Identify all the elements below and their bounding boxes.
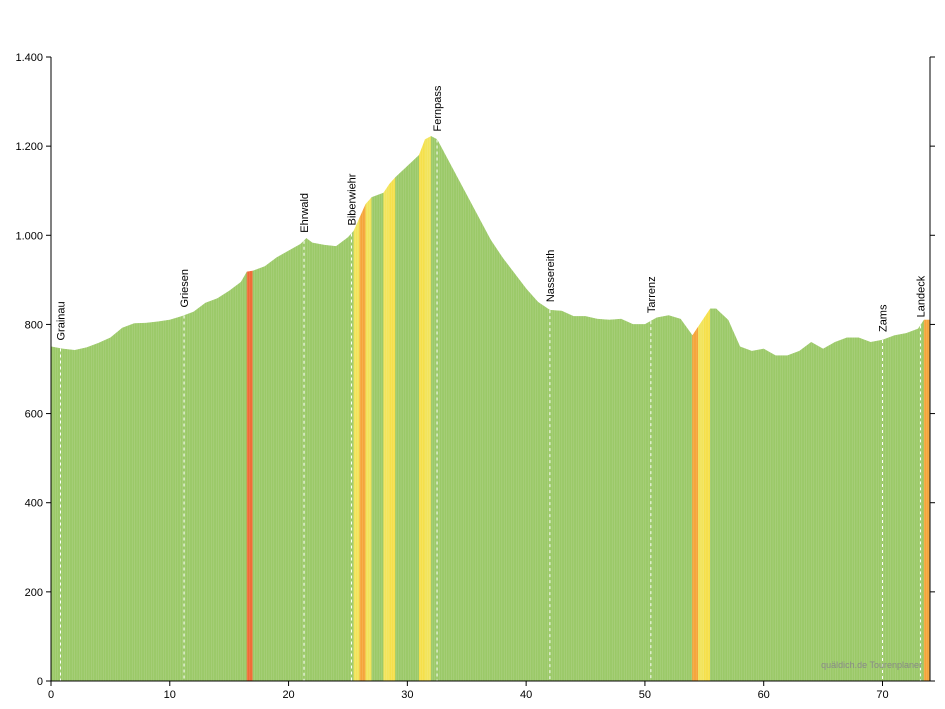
y-tick-label: 600	[25, 409, 43, 421]
place-label: Landeck	[915, 275, 927, 317]
profile-segment	[799, 341, 812, 682]
profile-segment	[98, 337, 111, 682]
profile-segment	[704, 308, 711, 682]
x-tick-label: 40	[520, 689, 532, 701]
profile-segment	[692, 325, 699, 682]
profile-segment	[389, 176, 396, 682]
profile-segment	[323, 244, 337, 682]
y-tick-label: 1.400	[15, 52, 43, 64]
y-tick-label: 400	[25, 498, 43, 510]
profile-segment	[86, 342, 99, 682]
place-label: Grainau	[56, 301, 68, 340]
profile-segment	[763, 348, 776, 682]
y-tick-label: 1.000	[15, 230, 43, 242]
profile-segment	[335, 237, 349, 682]
profile-segment	[810, 341, 824, 682]
y-tick-label: 1.200	[15, 141, 43, 153]
profile-segment	[561, 310, 574, 682]
profile-segment	[917, 319, 925, 682]
profile-segment	[74, 347, 87, 682]
place-label: Tarrenz	[646, 276, 658, 313]
credit: quäldich.de Tourenplaner	[821, 660, 922, 670]
profile-segment	[573, 316, 586, 682]
x-tick-label: 70	[876, 689, 888, 701]
place-label: Fernpass	[432, 85, 444, 131]
profile-segment	[787, 350, 800, 682]
profile-segment	[537, 301, 551, 682]
place-label: Nassereith	[545, 250, 557, 303]
y-tick-label: 0	[37, 676, 43, 688]
profile-segment	[365, 196, 372, 682]
profile-segment	[240, 270, 248, 682]
x-tick-label: 20	[282, 689, 294, 701]
profile	[50, 57, 931, 682]
profile-segment	[466, 195, 479, 682]
place-label: Ehrwald	[299, 193, 311, 233]
y-tick-label: 200	[25, 587, 43, 599]
profile-segment	[353, 217, 361, 682]
profile-segment	[549, 309, 563, 682]
profile-segment	[169, 316, 182, 682]
x-tick-label: 30	[401, 689, 413, 701]
x-tick-label: 50	[639, 689, 651, 701]
profile-segment	[312, 242, 325, 682]
x-tick-label: 60	[758, 689, 770, 701]
place-label: Biberwiehr	[347, 173, 359, 225]
profile-segment	[300, 237, 307, 682]
place-label: Griesen	[179, 269, 191, 308]
place-label: Zams	[877, 304, 889, 332]
profile-segment	[62, 348, 76, 682]
profile-segment	[775, 355, 788, 682]
places: Grainau Griesen Ehrwald Biberwiehr Fernpass N…	[56, 85, 927, 681]
x-tick-label: 0	[48, 689, 54, 701]
y-tick-label: 800	[25, 319, 43, 331]
profile-segment	[424, 135, 432, 682]
x-tick-label: 10	[164, 689, 176, 701]
